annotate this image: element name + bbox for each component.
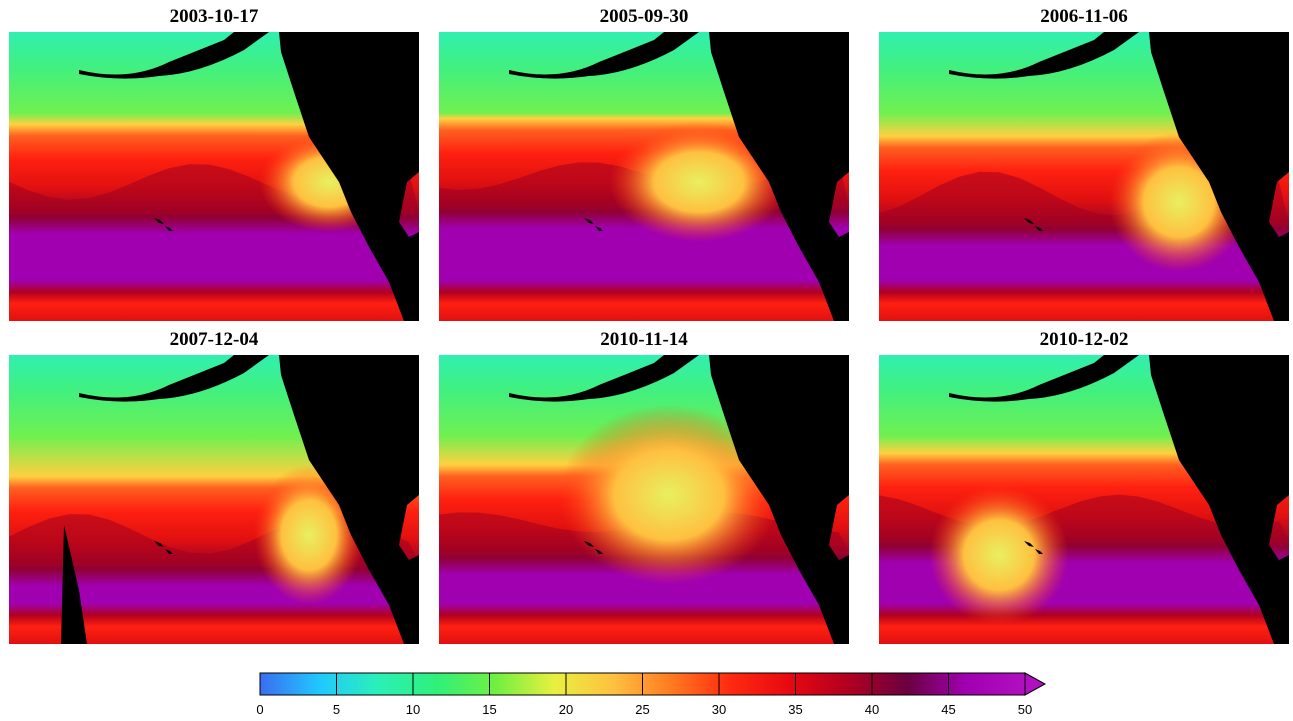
moisture-plume [929,485,1069,625]
moisture-plume [559,405,779,585]
colorbar-tick-label: 25 [635,702,650,717]
colorbar-tick-label: 10 [405,702,421,717]
map-panel-2003-10-17: 2003-10-17 [9,4,419,324]
landmass-north-america [709,32,849,321]
colorbar-tick-label: 30 [711,702,727,717]
colorbar-tick-label: 45 [941,702,956,717]
map-image [879,32,1289,321]
map-image [9,355,419,644]
map-image [439,355,849,644]
landmass-north-america [279,355,419,644]
landmass-north-america [1149,32,1289,321]
colorbar-gradient [259,672,1047,696]
landmass-hawaii [584,218,603,231]
landmass-alaska [509,355,699,402]
map-panel-2010-11-14: 2010-11-14 [439,327,849,647]
panel-title: 2007-12-04 [169,329,259,350]
panel-title: 2010-11-14 [600,329,688,350]
map-image [439,32,849,321]
map-panel-2007-12-04: 2007-12-04 [9,327,419,647]
colorbar-tick-label: 50 [1017,702,1033,717]
landmass-alaska [509,32,699,79]
panel-title: 2010-12-02 [1039,329,1129,350]
map-image [9,32,419,321]
colorbar-tick-label: 35 [788,702,803,717]
data-gap [61,525,87,644]
landmass-north-america [709,355,849,644]
panel-title: 2006-11-06 [1040,6,1128,27]
landmass-alaska [949,355,1139,402]
landmass-alaska [949,32,1139,79]
landmass-alaska [79,32,269,79]
landmass-hawaii [154,541,173,554]
panel-title: 2005-09-30 [599,6,689,27]
panel-title: 2003-10-17 [169,6,259,27]
landmass-hawaii [154,218,173,231]
colorbar-tick-label: 20 [558,702,574,717]
landmass-hawaii [584,541,603,554]
map-panel-2005-09-30: 2005-09-30 [439,4,849,324]
map-panel-2010-12-02: 2010-12-02 [879,327,1289,647]
map-image [879,355,1289,644]
colorbar-tick-label: 5 [332,702,341,717]
colorbar-tick-label: 15 [482,702,497,717]
landmass-north-america [279,32,419,321]
colorbar: 0 5 10 15 20 25 30 35 40 45 50 [255,666,1055,720]
landmass-hawaii [1024,541,1043,554]
landmass-north-america [1149,355,1289,644]
map-panel-2006-11-06: 2006-11-06 [879,4,1289,324]
landmass-hawaii [1024,218,1043,231]
landmass-alaska [79,355,269,402]
colorbar-tick-label: 0 [256,702,264,717]
moisture-plume [609,122,789,242]
colorbar-extend-arrow [1024,672,1047,696]
colorbar-tick-label: 40 [864,702,880,717]
